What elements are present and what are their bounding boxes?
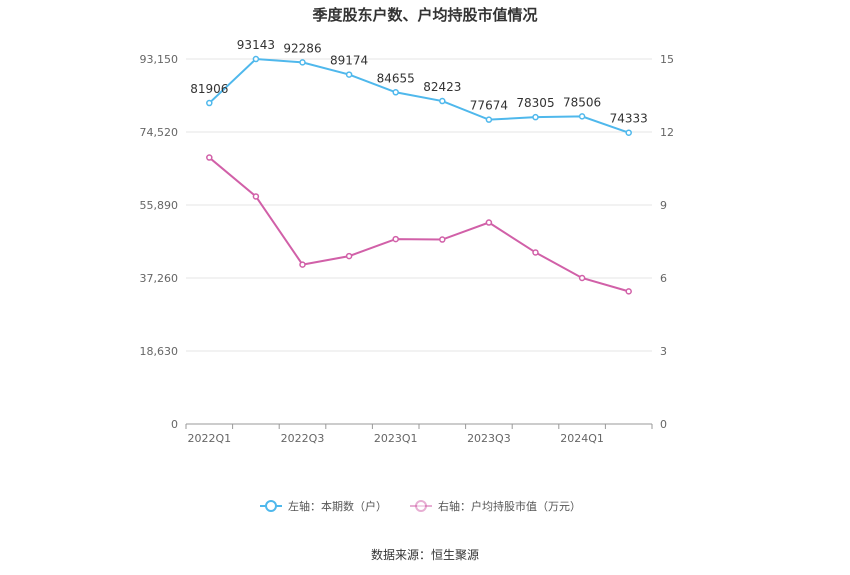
data-point (578, 274, 586, 282)
data-point (578, 113, 586, 120)
data-point (485, 116, 493, 123)
axes: 0 0 18,630 3 37,260 6 55,890 9 74,520 12 93,150 15 2… (140, 53, 675, 445)
x-axis-tick-label: 2023Q1 (374, 432, 418, 445)
right-axis-tick-label: 3 (660, 345, 667, 358)
x-axis-tick-label: 2023Q3 (467, 432, 511, 445)
data-label: 82423 (423, 80, 461, 94)
data-point (625, 288, 632, 295)
left-axis-tick-label: 93,150 (140, 53, 179, 66)
data-point (206, 154, 213, 161)
right-axis-tick-label: 0 (660, 418, 667, 431)
legend-label: 左轴：本期数（户） (288, 499, 387, 513)
data-label: 74333 (610, 112, 648, 126)
series-line-2 (208, 156, 629, 293)
data-point (532, 113, 539, 121)
legend-circle-icon (415, 500, 427, 512)
data-point (485, 219, 493, 226)
data-label: 81906 (190, 82, 228, 96)
data-label: 93143 (237, 38, 275, 52)
legend-item-2[interactable]: 右轴：户均持股市值（万元） (410, 499, 581, 513)
data-label: 77674 (470, 99, 508, 113)
data-point (299, 59, 306, 66)
right-axis-tick-label: 6 (660, 272, 667, 285)
data-point (392, 89, 399, 96)
data-point (299, 261, 306, 268)
data-label: 89174 (330, 54, 368, 68)
x-axis-tick-label: 2024Q1 (560, 432, 604, 445)
data-point (392, 235, 399, 243)
legend-item-1[interactable]: 左轴：本期数（户） (260, 499, 387, 513)
right-axis-tick-label: 12 (660, 126, 674, 139)
right-axis-tick-label: 15 (660, 53, 674, 66)
data-point (206, 99, 213, 107)
x-axis-tick-label: 2022Q3 (281, 432, 325, 445)
data-point (345, 71, 353, 78)
data-point (439, 97, 446, 105)
data-label: 84655 (377, 71, 415, 85)
data-label: 92286 (283, 41, 321, 55)
data-point (439, 236, 446, 243)
data-point (252, 55, 260, 63)
left-axis-tick-label: 37,260 (140, 272, 179, 285)
data-point (345, 252, 353, 260)
left-axis-tick-label: 74,520 (140, 126, 179, 139)
chart-title: 季度股东户数、户均持股市值情况 (312, 6, 537, 24)
data-label: 78506 (563, 95, 601, 109)
left-axis-tick-label: 0 (171, 418, 178, 431)
x-axis-tick-label: 2022Q1 (187, 432, 231, 445)
left-axis-tick-label: 55,890 (140, 199, 179, 212)
data-label: 78305 (516, 96, 554, 110)
series-line-1 (208, 57, 630, 134)
data-point (532, 249, 539, 256)
legend-circle-icon (265, 500, 277, 512)
left-axis-tick-label: 18,630 (140, 345, 179, 358)
data-point (625, 129, 632, 136)
legend[interactable]: 左轴：本期数（户） 右轴：户均持股市值（万元） (260, 499, 581, 513)
series-group: 81906 93143 92286 89174 84655 82423 77674 78305… (190, 38, 648, 295)
source-text: 数据来源：恒生聚源 (371, 547, 479, 562)
right-axis-tick-label: 9 (660, 199, 667, 212)
legend-label: 右轴：户均持股市值（万元） (438, 499, 581, 513)
data-point (252, 193, 260, 200)
